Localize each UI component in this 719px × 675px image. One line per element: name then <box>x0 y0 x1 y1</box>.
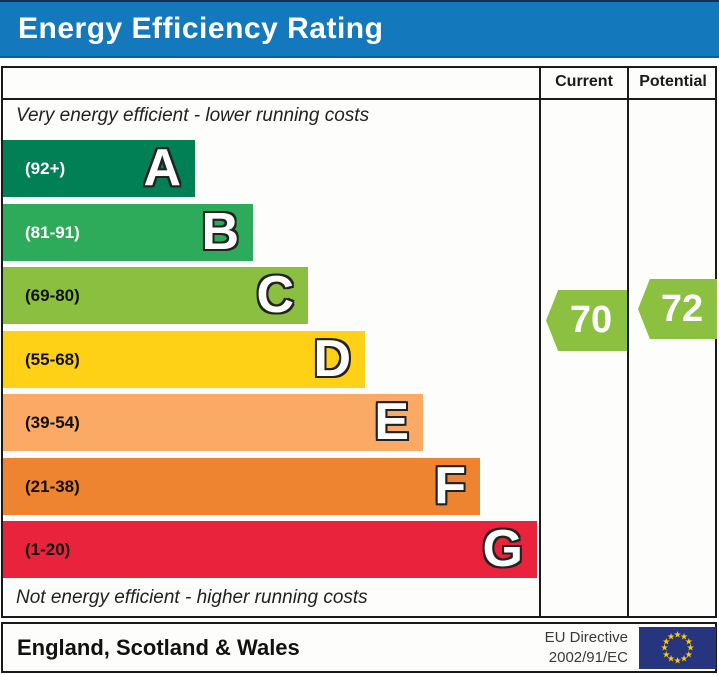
caption-very-efficient: Very energy efficient - lower running co… <box>16 105 370 126</box>
eu-directive-line2: 2002/91/EC <box>548 649 628 666</box>
band-range-label: (39-54) <box>25 413 80 432</box>
eu-flag-star: ★ <box>684 649 693 659</box>
eu-flag-star: ★ <box>662 636 671 646</box>
footer-bar: England, Scotland & Wales EU Directive 2… <box>1 622 717 673</box>
band-a: (92+) A <box>3 140 195 197</box>
eu-flag-star: ★ <box>684 636 693 646</box>
band-letter: A <box>143 139 181 197</box>
eu-flag-star: ★ <box>686 642 695 653</box>
eu-flag-star: ★ <box>666 631 676 642</box>
eu-flag-star: ★ <box>679 631 689 642</box>
header-row-divider <box>1 98 717 100</box>
band-range-label: (21-38) <box>25 477 80 496</box>
current-score-arrow: 70 <box>546 290 627 351</box>
eu-directive-line1: EU Directive <box>544 629 628 646</box>
band-e: (39-54) E <box>3 394 423 451</box>
eu-flag-star: ★ <box>662 649 671 659</box>
band-letter: B <box>201 203 239 261</box>
band-f: (21-38) F <box>3 458 480 515</box>
potential-score-arrow: 72 <box>638 279 717 339</box>
eu-flag-star: ★ <box>679 653 689 664</box>
band-letter: G <box>482 520 523 578</box>
column-header-potential: Potential <box>639 73 707 90</box>
band-range-label: (92+) <box>25 159 66 178</box>
eu-flag-icon: ★ ★ ★ ★ ★ ★ ★ ★ ★ ★ ★ ★ <box>639 627 716 669</box>
band-letter: F <box>434 457 466 515</box>
column-divider-current <box>539 66 541 618</box>
caption-not-efficient: Not energy efficient - higher running co… <box>16 587 368 608</box>
eu-flag-star: ★ <box>673 629 682 640</box>
band-g: (1-20) G <box>3 521 537 578</box>
column-header-current: Current <box>555 73 613 90</box>
band-range-label: (69-80) <box>25 286 80 305</box>
current-score-value: 70 <box>569 299 613 341</box>
eu-directive-label: EU Directive 2002/91/EC <box>503 628 628 668</box>
band-range-label: (81-91) <box>25 223 80 242</box>
band-letter: C <box>256 266 294 324</box>
eu-flag-star: ★ <box>666 653 676 664</box>
band-b: (81-91) B <box>3 204 253 261</box>
region-label: England, Scotland & Wales <box>17 635 300 660</box>
page-title: Energy Efficiency Rating <box>18 12 384 45</box>
band-c: (69-80) C <box>3 267 308 324</box>
eu-flag-star: ★ <box>673 655 682 666</box>
eu-flag-star: ★ <box>660 642 669 653</box>
title-bar: Energy Efficiency Rating <box>0 0 719 58</box>
band-range-label: (55-68) <box>25 350 80 369</box>
potential-score-value: 72 <box>660 287 704 330</box>
band-range-label: (1-20) <box>25 540 71 559</box>
column-divider-potential <box>627 66 629 618</box>
band-d: (55-68) D <box>3 331 365 388</box>
band-letter: E <box>374 393 409 451</box>
band-letter: D <box>313 330 351 388</box>
